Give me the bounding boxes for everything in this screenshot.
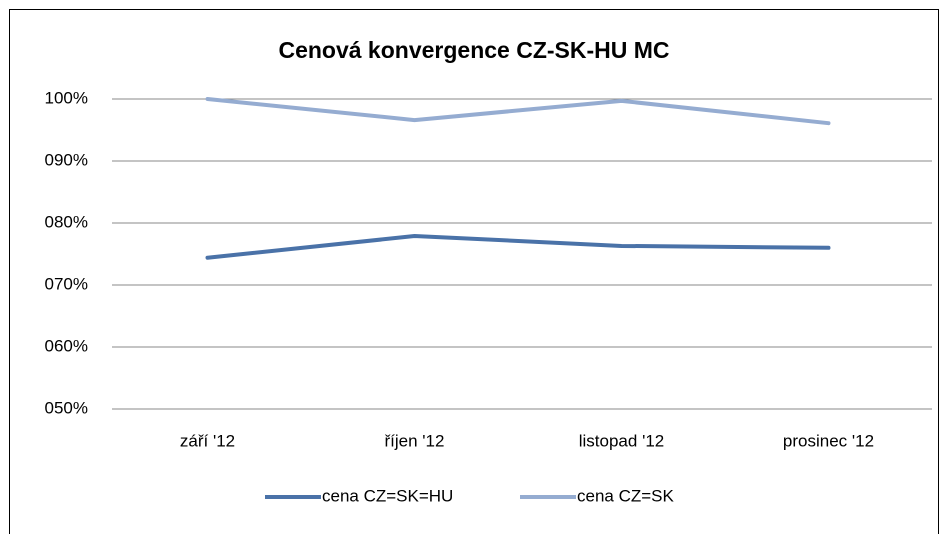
y-tick-label: 100% — [45, 88, 88, 107]
y-tick-label: 050% — [45, 398, 88, 417]
x-tick-label: prosinec '12 — [783, 431, 874, 450]
chart-border — [9, 9, 939, 534]
legend-label: cena CZ=SK — [577, 486, 675, 505]
x-tick-label: říjen '12 — [385, 431, 445, 450]
y-tick-label: 070% — [45, 274, 88, 293]
series-line — [205, 97, 831, 126]
chart-title: Cenová konvergence CZ-SK-HU MC — [278, 37, 669, 63]
y-tick-label: 090% — [45, 150, 88, 169]
x-tick-label: září '12 — [180, 431, 235, 450]
series-line — [205, 234, 831, 260]
x-tick-label: listopad '12 — [579, 431, 664, 450]
legend-label: cena CZ=SK=HU — [322, 486, 453, 505]
y-tick-label: 060% — [45, 336, 88, 355]
y-tick-label: 080% — [45, 212, 88, 231]
